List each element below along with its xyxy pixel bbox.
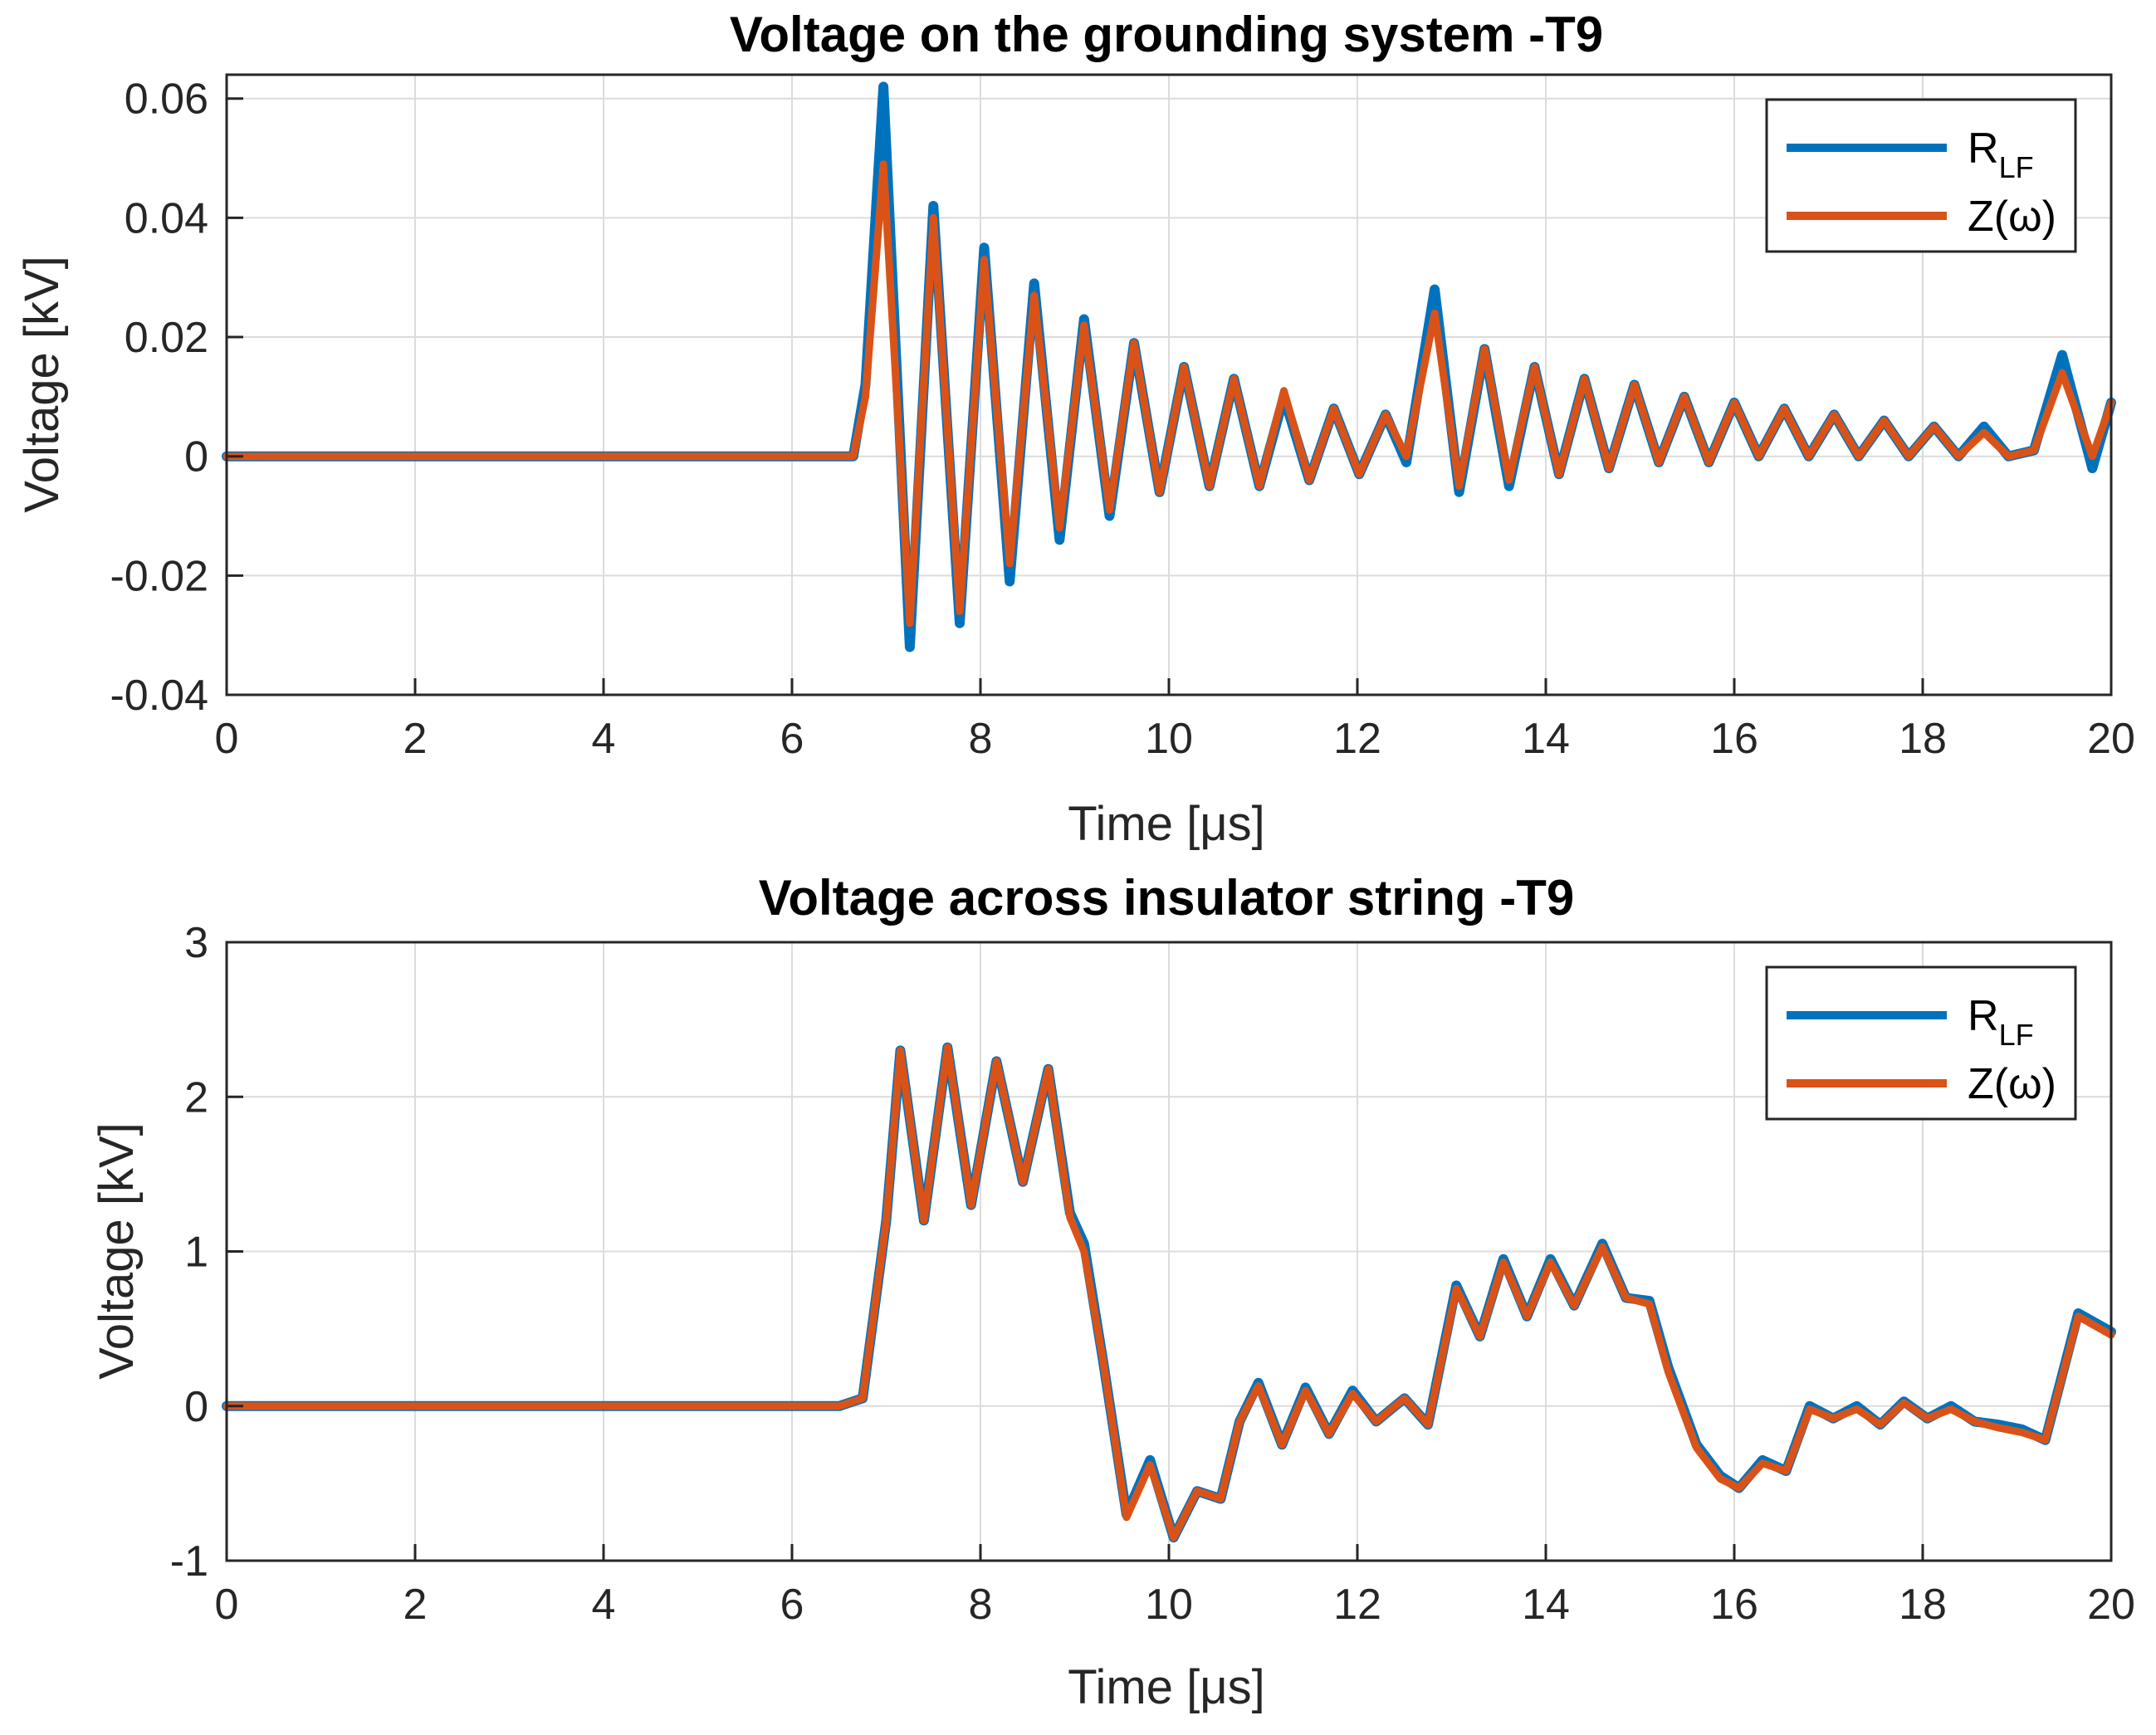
x-axis-label: Time [μs]: [1068, 1660, 1265, 1714]
x-tick-label: 4: [592, 1581, 616, 1629]
legend: RLF Z(ω): [1765, 965, 2077, 1121]
x-tick-label: 12: [1333, 1581, 1381, 1629]
x-tick-label: 2: [403, 1581, 428, 1629]
legend-box: [1765, 98, 2077, 253]
x-tick-label: 16: [1710, 1581, 1758, 1629]
chart-title: Voltage on the grounding system -T9: [730, 7, 1603, 62]
x-tick-label: 20: [2087, 715, 2135, 763]
x-tick-label: 8: [969, 1581, 993, 1629]
x-tick-label: 20: [2087, 1581, 2135, 1629]
x-tick-label: 10: [1145, 1581, 1193, 1629]
y-tick-label: 3: [184, 919, 208, 967]
x-tick-label: 16: [1710, 715, 1758, 763]
y-tick-label: -0.04: [110, 672, 208, 720]
y-tick-label: 2: [184, 1073, 208, 1122]
y-tick-label: 0: [184, 1383, 208, 1431]
y-tick-label: -1: [170, 1537, 208, 1586]
x-tick-label: 18: [1899, 715, 1947, 763]
y-axis-label: Voltage [kV]: [15, 256, 69, 513]
y-tick-label: 0: [184, 433, 208, 481]
legend: RLF Z(ω): [1765, 98, 2077, 253]
chart-grounding-voltage: Voltage on the grounding system -T9 0 2 4 6…: [15, 7, 2135, 851]
axis-ticks: 0 2 4 6 8 10 12 14 16 18 20 -0.04 -0.02 0 0.02 0.04 0.06: [110, 76, 2134, 763]
legend-label-zw: Z(ω): [1968, 1060, 2056, 1108]
x-tick-label: 8: [969, 715, 993, 763]
y-tick-label: 0.04: [125, 194, 208, 242]
series-lines: [222, 1042, 2116, 1543]
x-tick-label: 12: [1333, 715, 1381, 763]
y-axis-label: Voltage [kV]: [90, 1122, 144, 1380]
x-tick-label: 6: [780, 715, 804, 763]
x-tick-label: 0: [215, 715, 239, 763]
legend-label-zw: Z(ω): [1968, 193, 2056, 241]
x-tick-label: 18: [1899, 1581, 1947, 1629]
chart-title: Voltage across insulator string -T9: [759, 870, 1574, 926]
y-tick-label: 0.02: [125, 314, 208, 362]
x-tick-label: 14: [1522, 1581, 1570, 1629]
series-line-zw: [222, 1043, 2115, 1542]
y-tick-label: 1: [184, 1229, 208, 1277]
series-line-zw: [222, 160, 2115, 628]
series-lines: [222, 81, 2116, 652]
x-tick-label: 0: [215, 1581, 239, 1629]
x-tick-label: 2: [403, 715, 428, 763]
x-axis-label: Time [μs]: [1068, 797, 1265, 851]
x-tick-label: 14: [1522, 715, 1570, 763]
legend-label-rlf: RLF: [1968, 125, 2034, 184]
legend-box: [1765, 965, 2077, 1121]
x-tick-label: 4: [592, 715, 616, 763]
legend-label-rlf: RLF: [1968, 992, 2034, 1052]
x-tick-label: 6: [780, 1581, 804, 1629]
y-tick-label: -0.02: [110, 552, 208, 600]
chart-insulator-voltage: Voltage across insulator string -T9 0 2 4 6…: [90, 870, 2135, 1714]
x-tick-label: 10: [1145, 715, 1193, 763]
y-tick-label: 0.06: [125, 76, 208, 124]
